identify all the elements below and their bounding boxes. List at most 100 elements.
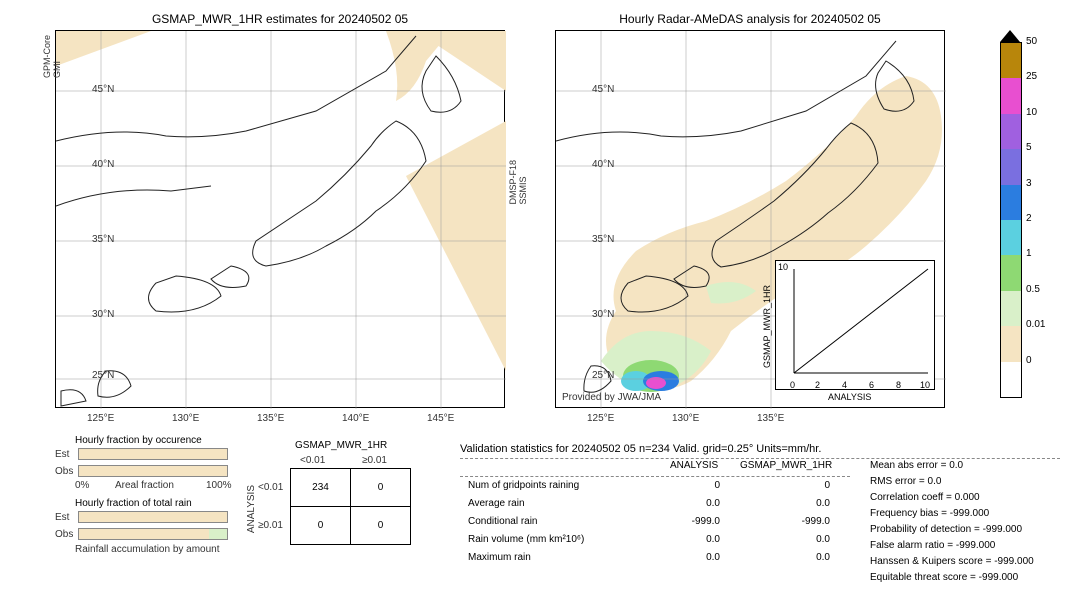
ct-row-0: <0.01	[258, 482, 283, 493]
err-row-5: False alarm ratio = -999.000	[870, 540, 995, 551]
left-map-svg	[56, 31, 506, 409]
sat-label-dmsp: DMSP-F18 SSMIS	[508, 160, 528, 205]
colorbar-seg-8	[1001, 326, 1021, 361]
ct-row-axis: ANALYSIS	[246, 485, 257, 533]
ct-title: GSMAP_MWR_1HR	[295, 440, 387, 451]
err-row-6: Hanssen & Kuipers score = -999.000	[870, 556, 1034, 567]
stats-a-4: 0.0	[660, 552, 720, 563]
stats-header: Validation statistics for 20240502 05 n=…	[460, 443, 821, 455]
right-x-tick-2: 135°E	[757, 413, 784, 424]
colorbar-seg-4	[1001, 185, 1021, 220]
frac-occ-100: 100%	[206, 480, 232, 491]
frac-rain-obs-l: Obs	[55, 529, 73, 540]
inset-xt-5: 10	[920, 380, 930, 390]
colorbar-seg-2	[1001, 114, 1021, 149]
colorbar-tick-0: 50	[1026, 36, 1037, 47]
ct-row-1: ≥0.01	[258, 520, 283, 531]
stats-colh-a: ANALYSIS	[670, 460, 718, 471]
left-y-tick-2: 35°N	[92, 234, 114, 245]
inset-scatter	[775, 260, 935, 390]
frac-occ-axislabel: Areal fraction	[115, 480, 174, 491]
err-row-4: Probability of detection = -999.000	[870, 524, 1022, 535]
frac-occ-est-bar	[78, 448, 228, 460]
err-row-0: Mean abs error = 0.0	[870, 460, 963, 471]
right-y-tick-1: 30°N	[592, 309, 614, 320]
frac-occ-title: Hourly fraction by occurence	[75, 435, 202, 446]
frac-occ-est-l: Est	[55, 449, 69, 460]
inset-xlabel: ANALYSIS	[828, 392, 871, 402]
stats-label-3: Rain volume (mm km²10⁶)	[468, 534, 584, 545]
stats-g-1: 0.0	[750, 498, 830, 509]
sat-label-gpm: GPM-Core GMI	[42, 35, 62, 78]
stats-label-1: Average rain	[468, 498, 525, 509]
err-row-1: RMS error = 0.0	[870, 476, 941, 487]
inset-xt-3: 6	[869, 380, 874, 390]
err-row-2: Correlation coeff = 0.000	[870, 492, 980, 503]
stats-dash-2	[460, 476, 850, 477]
colorbar-tick-6: 1	[1026, 248, 1032, 259]
left-x-tick-2: 135°E	[257, 413, 284, 424]
stats-g-3: 0.0	[750, 534, 830, 545]
frac-rain-est-l: Est	[55, 512, 69, 523]
left-x-tick-4: 145°E	[427, 413, 454, 424]
colorbar-tick-1: 25	[1026, 71, 1037, 82]
frac-rain-footer: Rainfall accumulation by amount	[75, 544, 220, 555]
left-map-panel	[55, 30, 505, 408]
err-row-3: Frequency bias = -999.000	[870, 508, 989, 519]
contingency-table: 2340 00	[290, 468, 411, 545]
frac-rain-title: Hourly fraction of total rain	[75, 498, 192, 509]
colorbar-seg-0	[1001, 43, 1021, 78]
inset-ylabel: GSMAP_MWR_1HR	[762, 285, 772, 368]
right-map-title: Hourly Radar-AMeDAS analysis for 2024050…	[555, 12, 945, 26]
right-y-tick-0: 25°N	[592, 370, 614, 381]
provider-text: Provided by JWA/JMA	[562, 392, 661, 403]
figure-root: GSMAP_MWR_1HR estimates for 20240502 05	[0, 0, 1080, 612]
colorbar-seg-7	[1001, 291, 1021, 326]
ct-cell-11: 0	[351, 507, 411, 545]
stats-label-2: Conditional rain	[468, 516, 538, 527]
inset-xt-4: 8	[896, 380, 901, 390]
inset-xt-2: 4	[842, 380, 847, 390]
colorbar-tick-3: 5	[1026, 142, 1032, 153]
left-y-tick-3: 40°N	[92, 159, 114, 170]
stats-label-0: Num of gridpoints raining	[468, 480, 579, 491]
right-y-tick-3: 40°N	[592, 159, 614, 170]
left-x-tick-1: 130°E	[172, 413, 199, 424]
stats-g-0: 0	[750, 480, 830, 491]
ct-cell-00: 234	[291, 469, 351, 507]
frac-occ-0: 0%	[75, 480, 89, 491]
colorbar	[1000, 30, 1022, 398]
stats-colh-g: GSMAP_MWR_1HR	[740, 460, 832, 471]
colorbar-body	[1000, 42, 1022, 398]
stats-g-2: -999.0	[750, 516, 830, 527]
right-x-tick-1: 130°E	[672, 413, 699, 424]
left-x-tick-3: 140°E	[342, 413, 369, 424]
stats-a-1: 0.0	[660, 498, 720, 509]
colorbar-tick-8: 0.01	[1026, 319, 1045, 330]
frac-rain-obs-bar	[78, 528, 228, 540]
stats-a-3: 0.0	[660, 534, 720, 545]
stats-a-2: -999.0	[660, 516, 720, 527]
left-x-tick-0: 125°E	[87, 413, 114, 424]
stats-g-4: 0.0	[750, 552, 830, 563]
colorbar-seg-9	[1001, 362, 1021, 397]
colorbar-seg-3	[1001, 149, 1021, 184]
left-y-tick-4: 45°N	[92, 84, 114, 95]
ct-col-1: ≥0.01	[362, 455, 387, 466]
ct-col-0: <0.01	[300, 455, 325, 466]
stats-dash-1	[460, 458, 1060, 459]
stats-a-0: 0	[660, 480, 720, 491]
right-y-tick-4: 45°N	[592, 84, 614, 95]
stats-label-4: Maximum rain	[468, 552, 531, 563]
left-map-title: GSMAP_MWR_1HR estimates for 20240502 05	[55, 12, 505, 26]
inset-xt-0: 0	[790, 380, 795, 390]
inset-svg	[776, 261, 936, 391]
frac-occ-obs-l: Obs	[55, 466, 73, 477]
right-x-tick-0: 125°E	[587, 413, 614, 424]
err-row-7: Equitable threat score = -999.000	[870, 572, 1018, 583]
frac-rain-est-bar	[78, 511, 228, 523]
left-y-tick-1: 30°N	[92, 309, 114, 320]
colorbar-seg-5	[1001, 220, 1021, 255]
colorbar-tick-2: 10	[1026, 107, 1037, 118]
colorbar-seg-1	[1001, 78, 1021, 113]
